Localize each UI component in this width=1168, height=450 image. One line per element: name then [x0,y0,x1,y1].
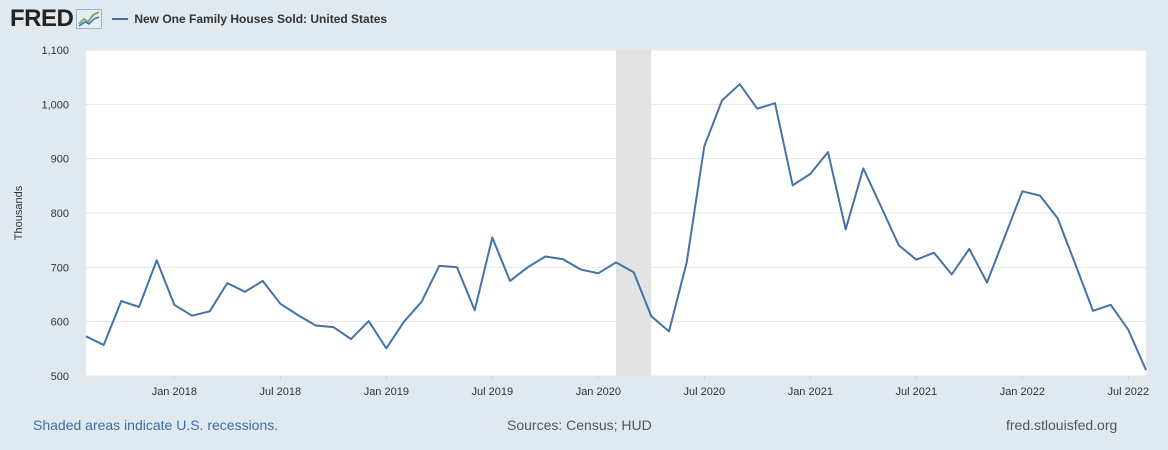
fred-logo-graph-icon [76,9,103,29]
sources-text: Sources: Census; HUD [507,417,652,433]
y-tick-label: 600 [51,317,69,329]
legend-label: New One Family Houses Sold: United State… [134,12,388,26]
x-tick-label: Jan 2018 [152,386,197,398]
x-tick-label: Jul 2022 [1108,386,1150,398]
x-tick-label: Jul 2018 [260,386,302,398]
x-axis: Jan 2018 Jul 2018 Jan 2019 Jul 2019 Jan 2020… [152,376,1149,398]
x-tick-label: Jan 2019 [364,386,409,398]
y-tick-label: 1,000 [41,99,69,111]
y-axis-label: Thousands [13,185,25,240]
x-tick-label: Jan 2020 [576,386,621,398]
fred-logo-text: FRED [10,5,74,32]
x-tick-label: Jul 2020 [684,386,726,398]
x-tick-label: Jan 2021 [788,386,833,398]
y-tick-label: 800 [51,208,69,220]
y-tick-label: 1,100 [41,45,69,57]
recession-note-link[interactable]: Shaded areas indicate U.S. recessions. [33,417,279,433]
fred-logo[interactable]: FRED [10,5,103,33]
recession-shading [616,50,652,376]
legend-swatch [112,18,129,20]
x-tick-label: Jul 2019 [472,386,514,398]
y-axis: 500 600 700 800 900 1,000 1,100 [41,45,69,383]
y-tick-label: 500 [51,371,69,383]
series-layer [85,83,1147,371]
x-tick-label: Jul 2021 [896,386,938,398]
y-tick-label: 900 [51,154,69,166]
recession-band [616,50,652,376]
chart-header: FRED New One Family Houses Sold: United … [10,5,387,33]
y-tick-label: 700 [51,262,69,274]
x-tick-label: Jan 2022 [1000,386,1045,398]
series-line[interactable] [85,83,1147,371]
legend[interactable]: New One Family Houses Sold: United State… [112,12,387,26]
site-url[interactable]: fred.stlouisfed.org [1006,417,1118,433]
